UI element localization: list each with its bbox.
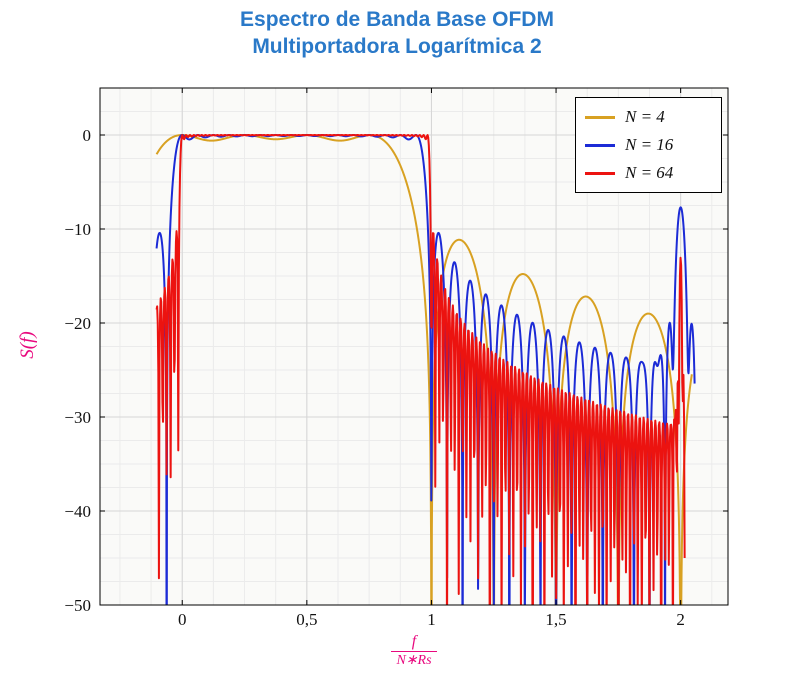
y-tick-label: −40: [64, 502, 91, 521]
legend-label-n16: N = 16: [625, 135, 674, 154]
legend-item-n4: N = 4: [585, 103, 712, 131]
legend-item-n64: N = 64: [585, 159, 712, 187]
y-tick-label: −20: [64, 314, 91, 333]
series-line-N-64: [155, 134, 686, 605]
x-axis-label: f N∗Rs: [379, 633, 449, 669]
x-label-denominator: N∗Rs: [396, 653, 432, 668]
legend: N = 4 N = 16 N = 64: [575, 97, 722, 193]
y-tick-label: −30: [64, 408, 91, 427]
x-tick-label: 2: [676, 610, 685, 629]
y-tick-label: 0: [83, 126, 92, 145]
y-tick-label: −10: [64, 220, 91, 239]
x-tick-label: 1,5: [545, 610, 566, 629]
chart-title-line1: Espectro de Banda Base OFDM: [240, 8, 554, 31]
chart-title-line2: Multiportadora Logarítmica 2: [252, 35, 542, 58]
legend-label-n4: N = 4: [625, 107, 665, 126]
legend-line-sample-n64: [585, 171, 615, 175]
legend-item-n16: N = 16: [585, 131, 712, 159]
y-axis-label: S(f): [17, 331, 38, 359]
legend-line-sample-n16: [585, 143, 615, 147]
x-tick-label: 1: [427, 610, 436, 629]
x-label-fraction-bar: [391, 651, 437, 652]
x-tick-label: 0: [178, 610, 187, 629]
x-label-numerator: f: [411, 633, 417, 650]
axis-frame: [99, 87, 729, 606]
legend-label-n64: N = 64: [625, 163, 674, 182]
x-tick-label: 0,5: [296, 610, 317, 629]
chart-title: Espectro de Banda Base OFDM Multiportado…: [0, 6, 794, 60]
y-tick-label: −50: [64, 596, 91, 615]
legend-line-sample-n4: [585, 115, 615, 119]
